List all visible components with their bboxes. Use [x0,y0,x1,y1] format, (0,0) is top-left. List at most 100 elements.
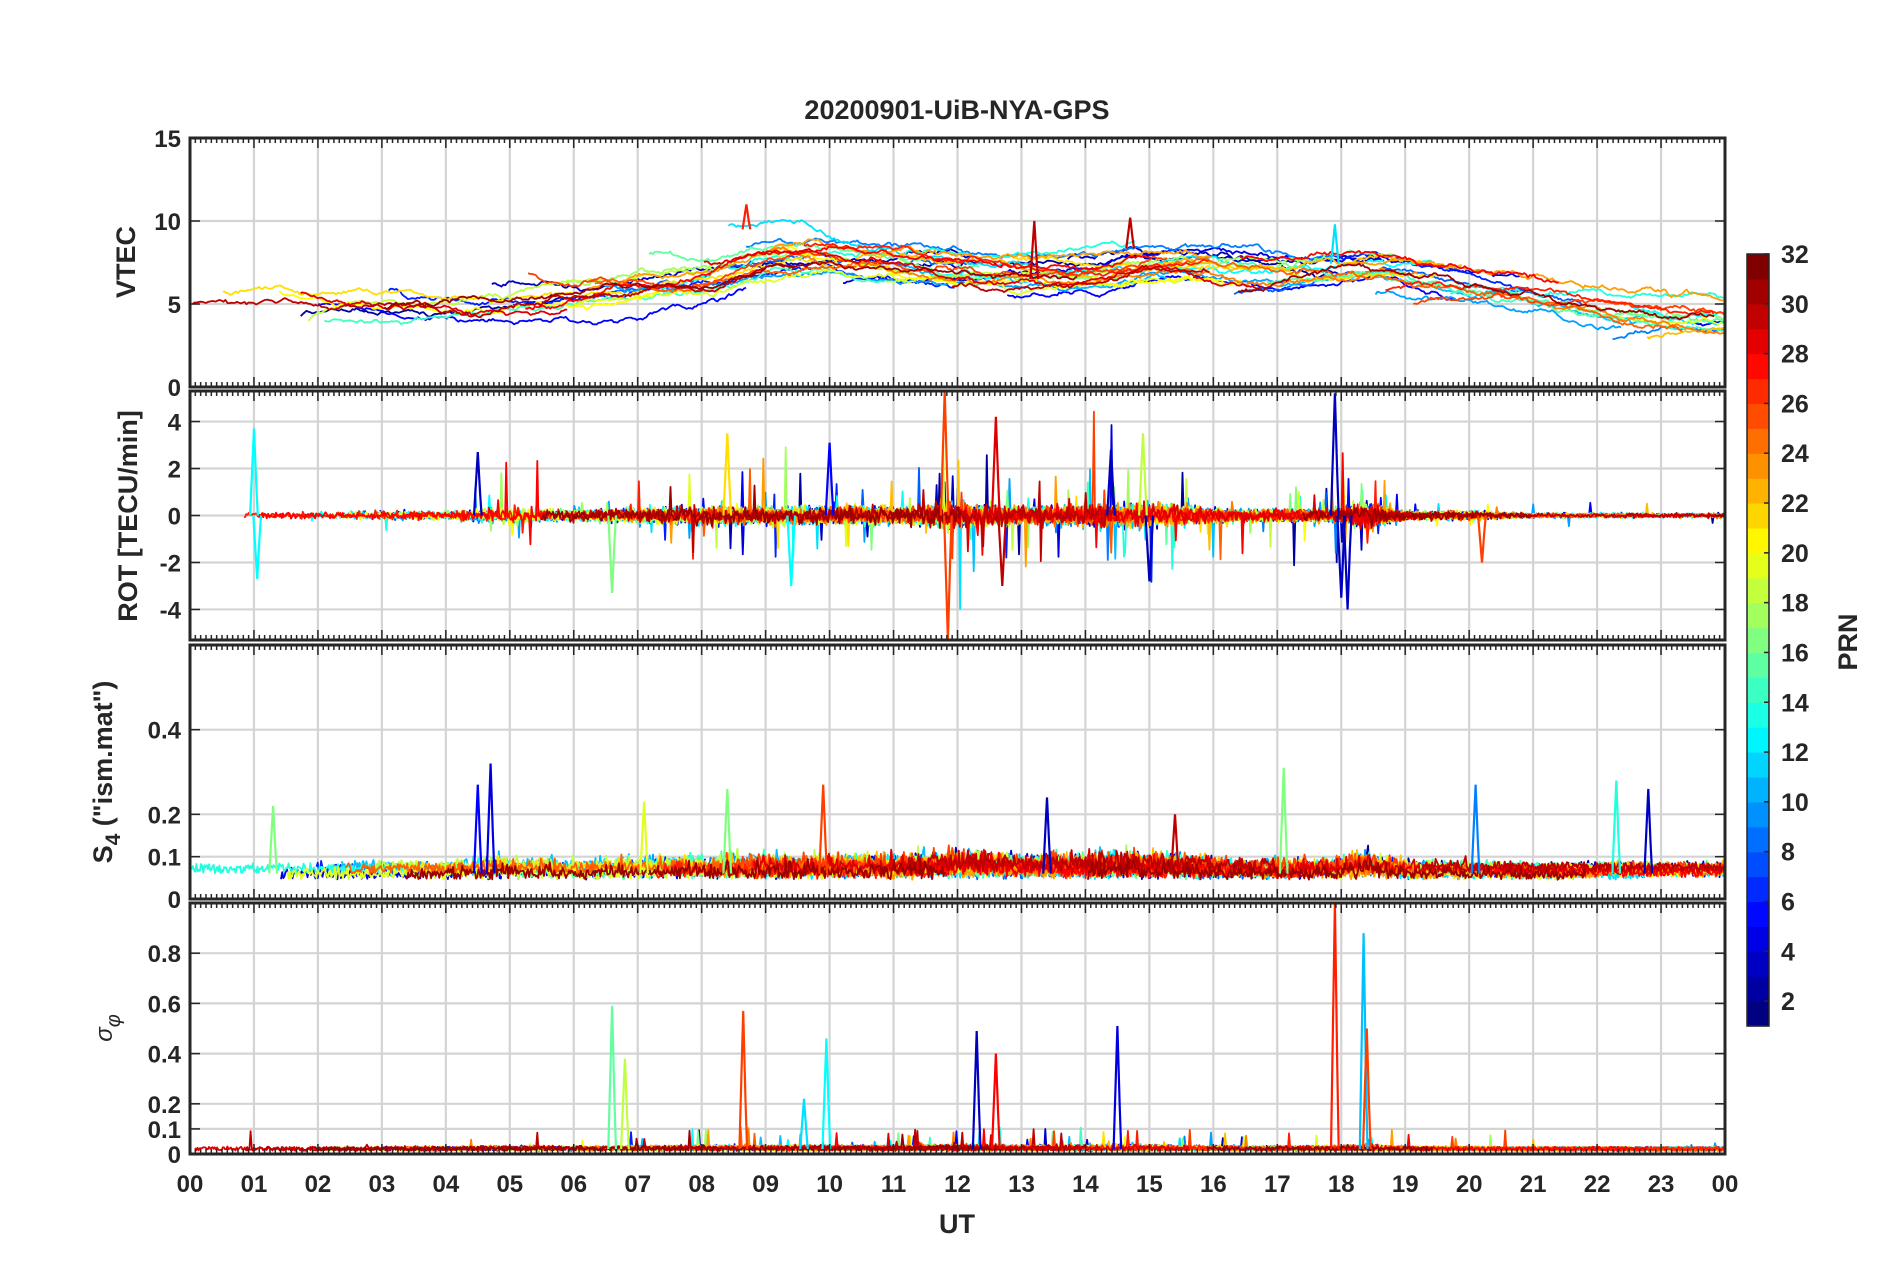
peak-mark [1112,1025,1123,1150]
peak-mark [741,204,752,230]
peak-mark [1477,515,1487,563]
ylabel-sigma-phi: σφ [91,1014,125,1042]
peak-mark [607,1005,618,1150]
peak-mark [799,1098,809,1150]
x-tick-label: 11 [881,1171,906,1198]
ylabel-rot: ROT [TECU/min] [113,410,143,621]
panel-rot: -4 -2 0 2 4 [160,389,1727,642]
prn-trace [310,1129,1000,1152]
colorbar-segment [1747,727,1769,753]
prn-trace [1055,855,1308,881]
peak-mark [821,1038,832,1150]
prn-trace [1266,270,1724,323]
prn-trace [855,253,1462,283]
peak-mark [1138,433,1148,516]
peak-mark [1361,1028,1372,1150]
colorbar-segment [1747,378,1769,405]
prn-trace [1374,290,1622,331]
x-tick-label: 07 [624,1171,651,1198]
prn-trace [1618,315,1725,326]
colorbar-segment [1747,826,1769,853]
x-tick-label: 05 [496,1171,523,1198]
x-axis-label: UT [939,1209,975,1239]
peak-mark [1042,797,1052,874]
colorbar-segment [1747,776,1769,803]
y-tick-label: 0.6 [148,991,181,1018]
peak-mark [722,433,733,516]
grid-lines [190,903,1725,1156]
peak-mark [990,1053,1001,1150]
peak-mark [990,416,1001,516]
colorbar-tick-label: 2 [1781,988,1795,1016]
prn-trace [525,245,1152,311]
prn-trace [1374,509,1725,524]
series-traces [190,763,1725,881]
colorbar-segment [1747,303,1769,330]
x-tick-label: 17 [1264,1171,1291,1198]
x-tick-label: 15 [1136,1171,1163,1198]
peak-mark [252,515,263,579]
svg-text:σφ: σφ [91,1014,125,1042]
x-tick-label: 20 [1456,1171,1483,1198]
peak-mark [824,442,835,516]
y-tick-label: 0 [168,504,181,531]
y-tick-label: 0.4 [148,1042,182,1069]
peak-mark [971,1030,982,1150]
x-tick-label: 21 [1520,1171,1547,1198]
colorbar-segment [1747,752,1769,778]
colorbar-segment [1747,428,1769,454]
panel-vtec: 0 5 10 15 [154,126,1727,402]
colorbar-segment [1747,527,1769,554]
ylabel-s4-main: S [88,845,118,863]
prn-trace [405,857,946,881]
colorbar-tick-label: 16 [1781,639,1809,667]
colorbar-tick-label: 14 [1781,689,1809,717]
peak-mark [1106,449,1116,516]
x-tick-label: 10 [816,1171,843,1198]
colorbar-tick-label: 8 [1781,839,1795,867]
peak-mark [472,784,483,874]
y-tick-label: 0.2 [148,802,181,829]
colorbar-segment [1747,901,1769,927]
peak-mark [472,452,483,516]
colorbar-segment [1747,1001,1769,1027]
x-ticks [189,138,1726,387]
prn-trace [222,256,912,304]
prn-trace [951,264,1210,293]
peak-mark [722,788,733,874]
y-tick-label: 0.2 [148,1092,181,1119]
y-tick-label: 10 [154,209,181,236]
y-tick-label: -2 [160,550,181,577]
x-tick-label: 00 [1712,1171,1739,1198]
prn-trace [587,238,1212,290]
peak-mark [1643,788,1654,874]
x-tick-label: 09 [752,1171,779,1198]
x-tick-label: 18 [1328,1171,1355,1198]
y-tick-label: 0 [168,887,181,914]
y-tick-label: 0 [168,1142,181,1169]
colorbar-segment [1747,328,1769,355]
x-tick-labels: 00 01 02 03 04 05 06 07 08 09 10 11 12 13 14 15 16 17 18 19… [177,1171,1739,1198]
prn-trace [1239,250,1559,284]
prn-trace [763,246,1419,288]
peak-mark [1278,767,1289,874]
colorbar-segment [1747,876,1769,903]
peak-mark [639,801,649,874]
x-tick-label: 12 [944,1171,971,1198]
peak-mark [997,515,1008,587]
x-tick-label: 22 [1584,1171,1611,1198]
prn-trace [1301,507,1532,529]
colorbar-segment [1747,652,1769,678]
colorbar-segment [1747,503,1769,529]
colorbar-tick-label: 18 [1781,590,1809,618]
y-tick-label: 0.1 [148,845,181,872]
x-ticks [189,391,1726,640]
x-tick-label: 04 [432,1171,459,1198]
x-tick-label: 08 [688,1171,715,1198]
x-tick-label: 03 [369,1171,396,1198]
peak-mark [943,515,953,640]
prn-trace [383,260,1078,310]
colorbar-tick-label: 10 [1781,789,1809,817]
